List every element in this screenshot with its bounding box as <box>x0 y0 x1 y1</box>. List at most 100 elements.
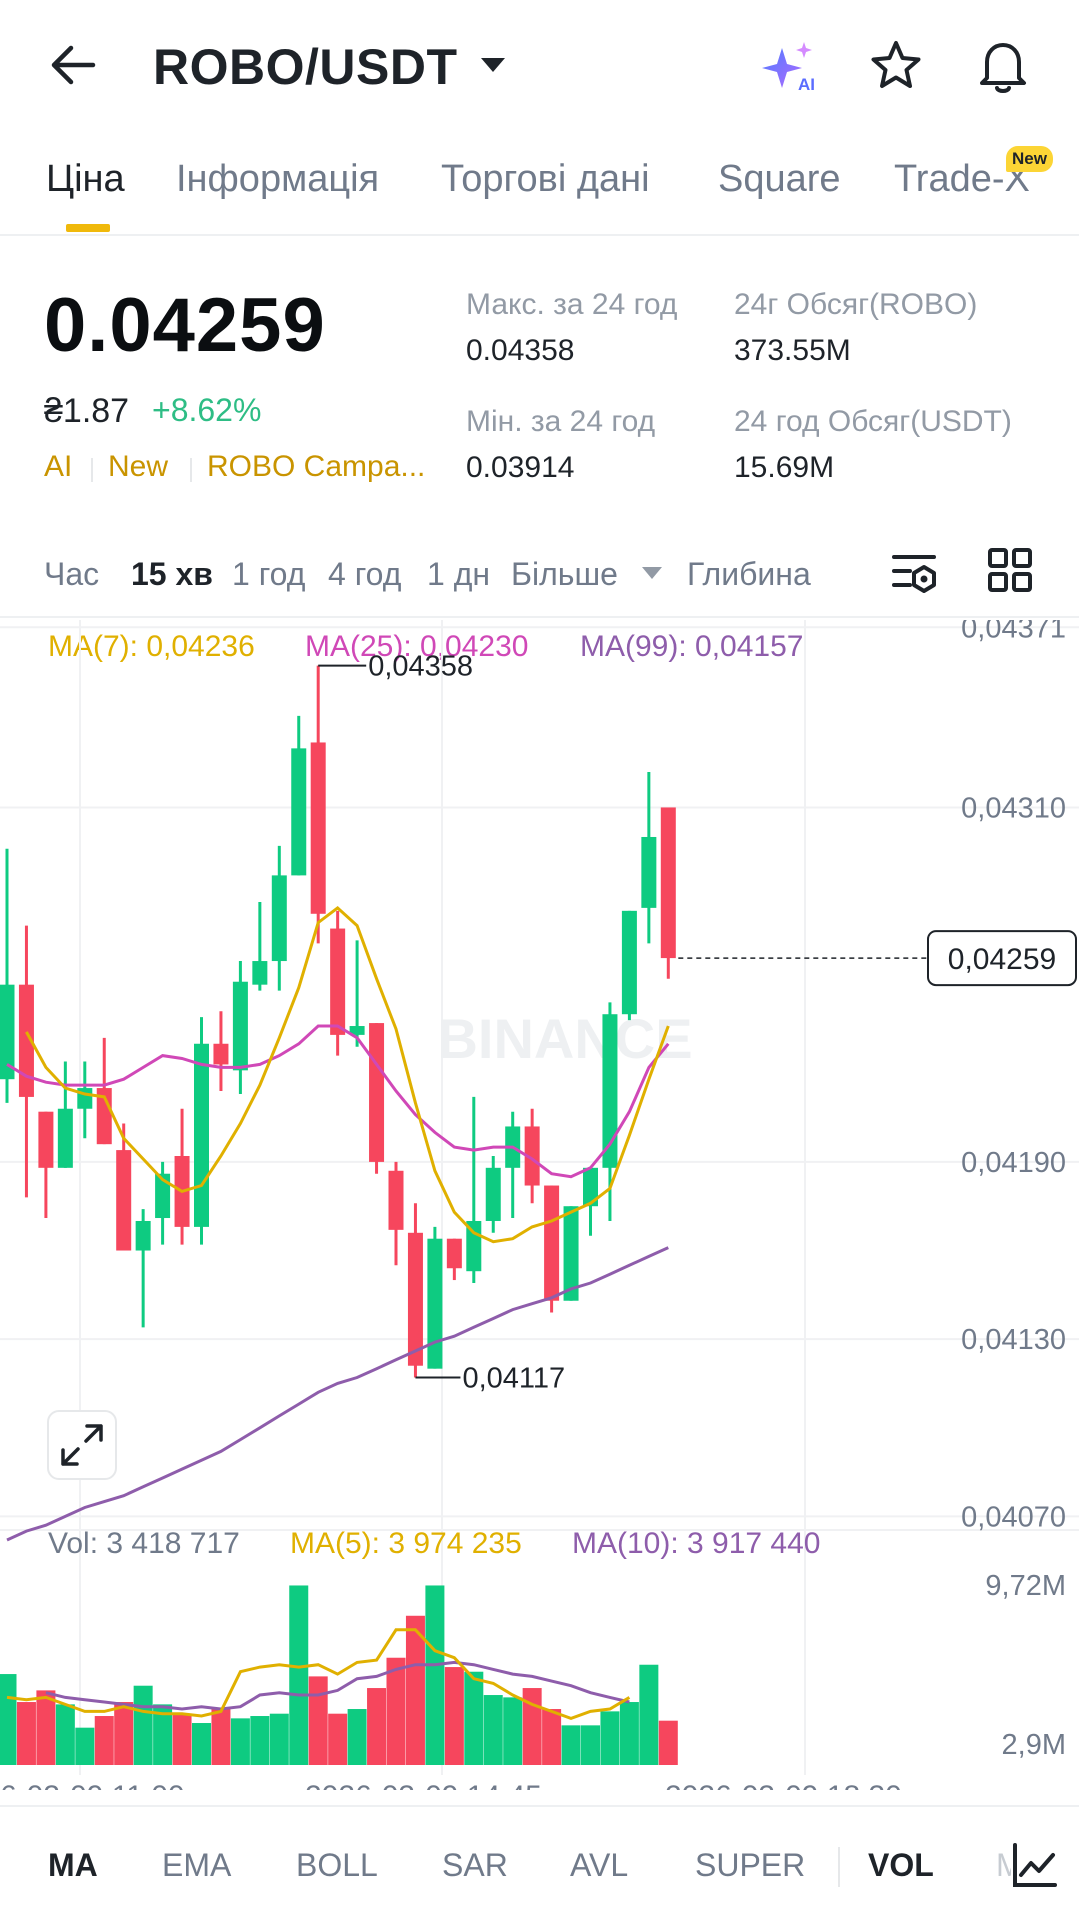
volume-bar <box>367 1688 387 1765</box>
interval-1h[interactable]: 1 год <box>232 556 306 592</box>
tag-campaign[interactable]: ROBO Campa... <box>207 450 426 483</box>
bell-icon[interactable] <box>975 36 1031 96</box>
volume-bar <box>308 1676 328 1765</box>
time-axis-label: 2026-03-09 18:30 <box>665 1780 902 1790</box>
time-axis-label: 6-03-09 11:00 <box>0 1780 185 1790</box>
price-tick-label: 0,04310 <box>961 792 1066 824</box>
candle <box>388 1170 404 1230</box>
tab-price[interactable]: Ціна <box>46 158 125 200</box>
candle <box>641 836 657 908</box>
volume-bar <box>503 1697 523 1765</box>
candle <box>155 1173 171 1219</box>
ma7-legend: MA(7): 0,04236 <box>48 630 255 663</box>
candle <box>194 1043 209 1227</box>
tag-divider <box>91 458 93 482</box>
time-axis: 6-03-09 11:00 2026-03-09 14:45 2026-03-09 … <box>0 1780 902 1790</box>
tag-divider <box>190 458 192 482</box>
volume-bar <box>386 1657 406 1765</box>
candle <box>135 1220 151 1251</box>
candle <box>369 1023 385 1162</box>
high-24h-value: 0.04358 <box>466 334 575 367</box>
interval-time[interactable]: Час <box>44 556 100 592</box>
depth-tab[interactable]: Глибина <box>687 556 811 592</box>
indicator-chart-icon[interactable] <box>1011 1841 1059 1889</box>
star-icon[interactable] <box>868 38 924 94</box>
indicator-super[interactable]: SUPER <box>695 1847 806 1883</box>
ma25-legend: MA(25): 0,04230 <box>305 630 529 663</box>
ma25-line <box>6 1024 670 1179</box>
volume-ma5-legend: MA(5): 3 974 235 <box>290 1527 522 1560</box>
candle <box>544 1185 560 1301</box>
candle <box>621 910 637 1015</box>
candle <box>330 928 346 1035</box>
layout-grid-icon[interactable] <box>987 547 1033 593</box>
candle <box>524 1126 540 1186</box>
candle <box>660 807 676 959</box>
volume-bar <box>230 1718 250 1765</box>
indicator-boll[interactable]: BOLL <box>296 1847 378 1883</box>
vol-ma10-line <box>45 1660 630 1711</box>
back-arrow-icon[interactable] <box>45 40 105 90</box>
current-price-box <box>927 930 1077 987</box>
volume-bar <box>36 1690 56 1765</box>
volume-bar <box>328 1713 348 1765</box>
volume-base-value: 373.55M <box>734 334 851 367</box>
volume-bar <box>425 1585 445 1765</box>
interval-1d[interactable]: 1 дн <box>427 556 491 592</box>
candle <box>291 748 307 876</box>
high-24h-label: Макс. за 24 год <box>466 288 678 321</box>
volume-bar <box>619 1702 639 1765</box>
tab-info[interactable]: Інформація <box>176 158 380 200</box>
current-price-label: 0,04259 <box>948 943 1056 976</box>
low-24h-label: Мін. за 24 год <box>466 405 656 438</box>
section-tabs: Ціна Інформація Торгові дані Square Trad… <box>0 150 1079 236</box>
candle <box>38 1111 54 1168</box>
pair-title[interactable]: ROBO/USDT <box>153 39 458 95</box>
tag-new[interactable]: New <box>108 450 169 483</box>
volume-bar <box>114 1702 134 1765</box>
ai-sparkle-icon[interactable]: AI <box>762 40 822 96</box>
chart-settings-icon[interactable] <box>890 547 940 597</box>
volume-bar <box>269 1713 289 1765</box>
indicator-ma[interactable]: MA <box>48 1847 98 1883</box>
tab-square[interactable]: Square <box>718 158 841 200</box>
tag-ai[interactable]: AI <box>44 450 73 483</box>
price-tick-label: 0,04190 <box>961 1147 1066 1179</box>
low-24h-value: 0.03914 <box>466 451 575 484</box>
interval-15m[interactable]: 15 хв <box>131 556 213 592</box>
volume-bar <box>347 1709 367 1765</box>
candle <box>310 742 326 914</box>
interval-more[interactable]: Більше <box>511 556 618 592</box>
caret-down-icon[interactable] <box>640 565 664 581</box>
indicator-ema[interactable]: EMA <box>162 1847 232 1883</box>
min-price-label: 0,04117 <box>462 1363 565 1395</box>
volume-bar <box>639 1664 659 1765</box>
indicator-divider <box>838 1847 840 1887</box>
volume-bar <box>55 1704 75 1765</box>
new-badge: New <box>1006 146 1053 172</box>
candle <box>213 1043 229 1065</box>
volume-bar <box>153 1704 173 1765</box>
expand-icon <box>61 1424 103 1466</box>
chart-grid <box>0 620 1079 1775</box>
volume-bar <box>0 1674 17 1765</box>
candlestick-chart[interactable]: BINANCE 0,04371 0,04310 0,04190 0,04130 0,04… <box>0 620 1079 1790</box>
volume-ma10-legend: MA(10): 3 917 440 <box>572 1527 821 1560</box>
active-tab-indicator <box>66 224 110 232</box>
price-tick-label: 0,04130 <box>961 1324 1066 1356</box>
interval-4h[interactable]: 4 год <box>328 556 402 592</box>
tab-trading-data[interactable]: Торгові дані <box>441 158 650 200</box>
price-tick-label: 0,04371 <box>961 620 1066 644</box>
indicator-sar[interactable]: SAR <box>442 1847 508 1883</box>
vol-ma5-line <box>6 1628 631 1720</box>
indicator-avl[interactable]: AVL <box>570 1847 629 1883</box>
indicator-vol[interactable]: VOL <box>868 1847 934 1883</box>
caret-down-icon[interactable] <box>478 55 508 75</box>
watermark: BINANCE <box>437 1007 692 1070</box>
candle <box>563 1206 579 1301</box>
fullscreen-button[interactable] <box>47 1410 117 1480</box>
volume-bar <box>192 1723 211 1765</box>
candle <box>57 1108 73 1168</box>
svg-text:AI: AI <box>798 75 815 94</box>
ma99-legend: MA(99): 0,04157 <box>580 630 804 663</box>
